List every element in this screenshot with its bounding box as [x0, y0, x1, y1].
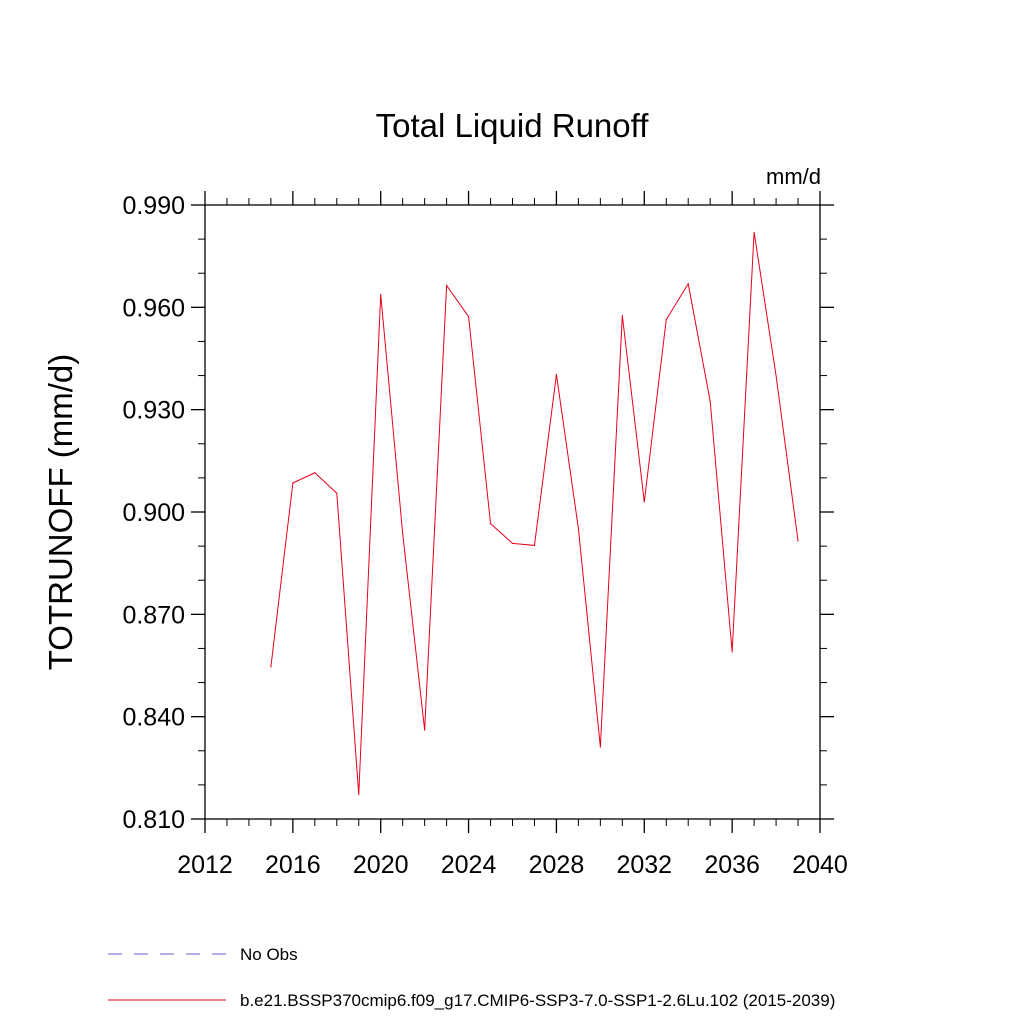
y-tick-label: 0.810 — [122, 806, 185, 834]
x-tick-label: 2012 — [177, 851, 233, 879]
data-point — [599, 746, 601, 748]
data-point — [402, 532, 404, 535]
y-tick-label: 0.960 — [122, 294, 185, 322]
data-point — [314, 472, 316, 474]
data-point — [731, 651, 733, 653]
data-point — [380, 293, 382, 295]
data-point — [292, 482, 294, 484]
data-point — [687, 283, 689, 285]
y-tick-label: 0.840 — [122, 704, 185, 732]
data-point — [358, 793, 360, 796]
y-tick-label: 0.930 — [122, 397, 185, 425]
data-point — [621, 314, 623, 317]
y-tick-label: 0.990 — [122, 192, 185, 220]
x-tick-label: 2040 — [792, 851, 848, 879]
axis-ticks — [191, 191, 834, 833]
data-point — [336, 492, 338, 494]
y-tick-label: 0.900 — [122, 499, 185, 527]
data-point — [270, 666, 272, 668]
legend: No Obs b.e21.BSSP370cmip6.f09_g17.CMIP6-… — [108, 945, 835, 1010]
data-point — [775, 374, 777, 377]
series-line — [270, 232, 799, 795]
series-layer — [270, 231, 799, 796]
data-point — [753, 231, 755, 233]
data-point — [489, 522, 492, 525]
data-point — [424, 729, 426, 731]
data-point — [446, 284, 448, 287]
units-label: mm/d — [766, 164, 821, 189]
data-point — [555, 373, 558, 376]
data-point — [511, 542, 514, 544]
data-point — [467, 315, 470, 318]
y-axis-label: TOTRUNOFF (mm/d) — [42, 354, 79, 671]
legend-label-no-obs: No Obs — [240, 945, 298, 964]
x-tick-label: 2032 — [616, 851, 672, 879]
x-tick-label: 2020 — [353, 851, 409, 879]
legend-label-model-run: b.e21.BSSP370cmip6.f09_g17.CMIP6-SSP3-7.… — [240, 991, 835, 1010]
x-tick-label: 2024 — [441, 851, 497, 879]
data-point — [577, 527, 579, 529]
x-tick-label: 2036 — [704, 851, 760, 879]
data-point — [643, 501, 645, 503]
data-point — [533, 544, 536, 547]
data-point — [797, 540, 799, 542]
x-tick-label: 2016 — [265, 851, 321, 879]
chart-title: Total Liquid Runoff — [376, 107, 650, 144]
data-point — [665, 319, 667, 321]
axis-tick-labels: 2012 2016 2020 2024 2028 2032 2036 2040 0.810 0.8… — [122, 192, 847, 879]
y-tick-label: 0.870 — [122, 601, 185, 629]
plot-frame — [204, 204, 821, 820]
x-tick-label: 2028 — [529, 851, 585, 879]
data-point — [709, 400, 711, 402]
